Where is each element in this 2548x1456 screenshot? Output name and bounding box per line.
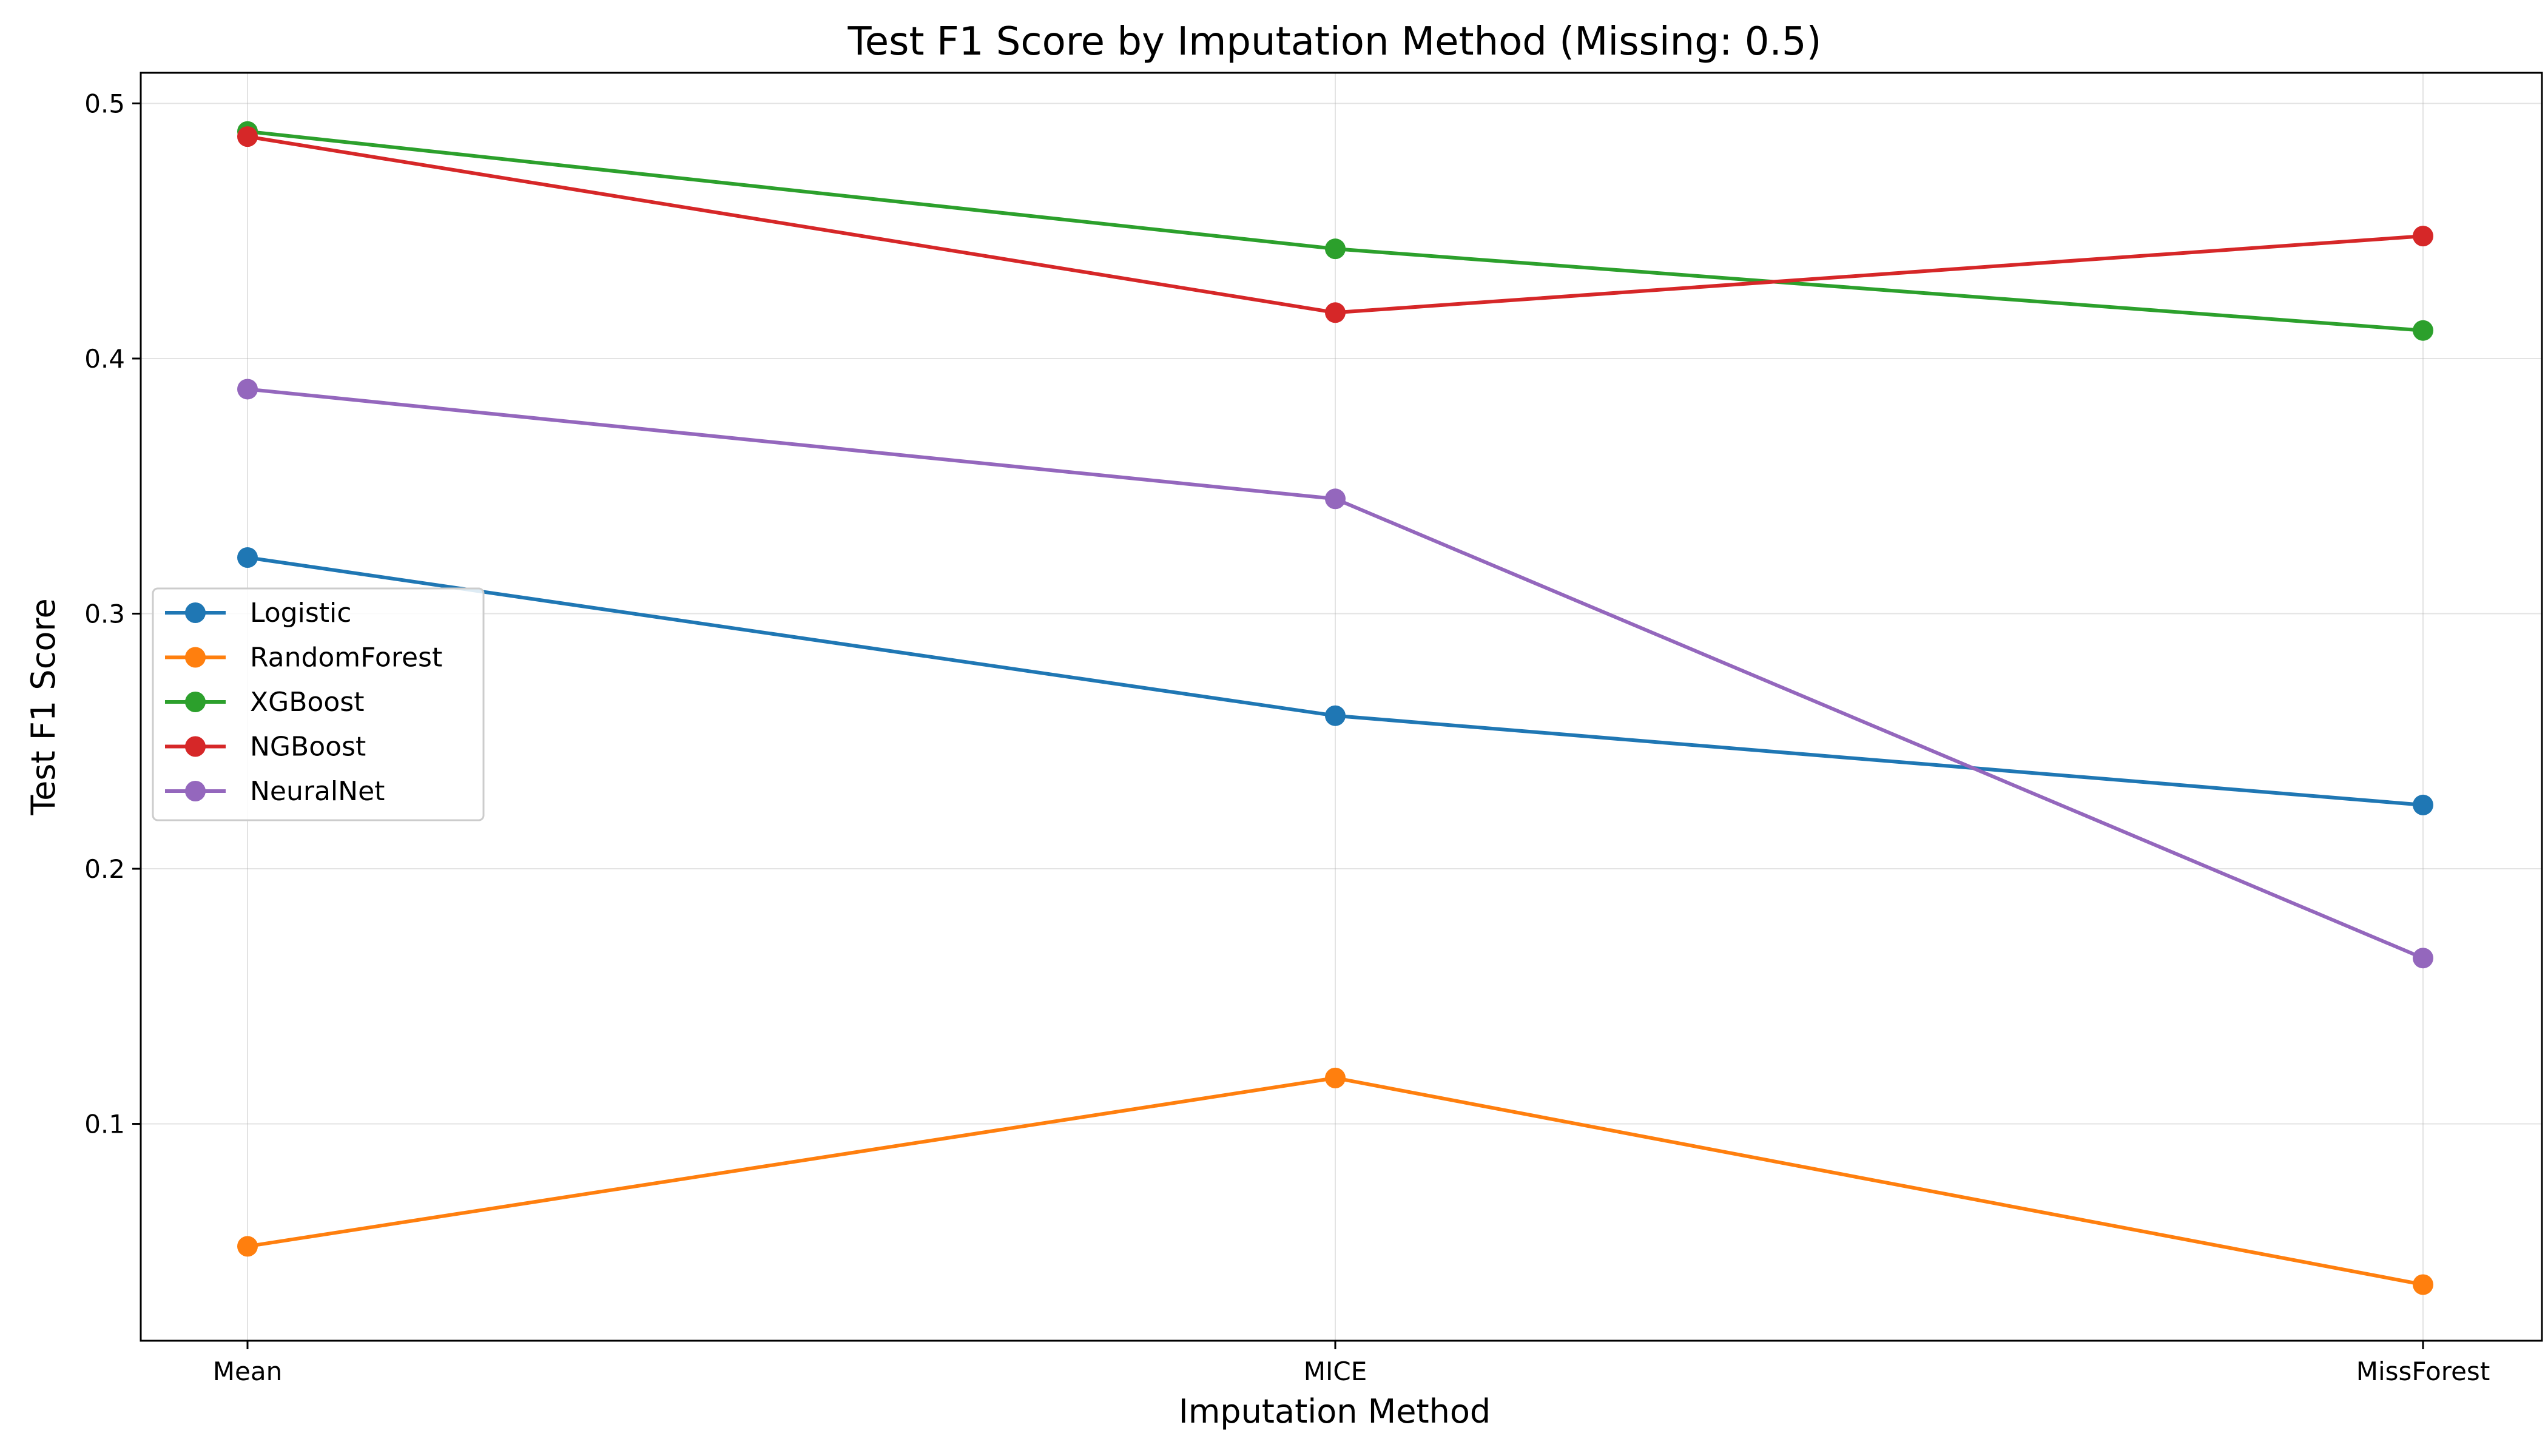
data-point — [1325, 488, 1346, 510]
data-point — [237, 547, 258, 568]
y-tick-label: 0.5 — [84, 89, 125, 118]
legend-label: Logistic — [250, 598, 351, 629]
legend: Logistic RandomForest XGBoost NGBoost Neural… — [152, 587, 485, 821]
legend-entry-xgboost: XGBoost — [165, 687, 364, 718]
legend-entry-randomforest: RandomForest — [165, 642, 442, 673]
legend-marker — [185, 781, 206, 801]
data-point — [2413, 226, 2433, 247]
data-point — [2413, 948, 2433, 969]
legend-entry-logistic: Logistic — [165, 598, 351, 629]
y-tick-label: 0.4 — [84, 344, 125, 374]
series-ngboost — [237, 126, 2433, 323]
y-tick-label: 0.1 — [84, 1110, 125, 1139]
legend-entry-neuralnet: NeuralNet — [165, 776, 385, 807]
legend-entry-ngboost: NGBoost — [165, 732, 366, 763]
data-point — [237, 379, 258, 400]
y-axis-ticks: 0.1 0.2 0.3 0.4 0.5 — [84, 89, 141, 1139]
y-axis-label: Test F1 Score — [24, 598, 62, 815]
data-point — [2413, 320, 2433, 341]
data-point — [1325, 238, 1346, 260]
series-lines — [237, 121, 2433, 1295]
data-point — [2413, 1274, 2433, 1295]
data-point — [1325, 705, 1346, 726]
series-logistic — [237, 547, 2433, 815]
x-tick-label: Mean — [213, 1357, 282, 1386]
series-neuralnet — [237, 379, 2433, 969]
legend-label: XGBoost — [250, 687, 364, 718]
legend-label: NGBoost — [250, 732, 366, 763]
y-tick-label: 0.3 — [84, 599, 125, 629]
legend-marker — [185, 736, 206, 757]
x-tick-label: MICE — [1304, 1357, 1367, 1386]
data-point — [1325, 302, 1346, 323]
data-point — [2413, 794, 2433, 815]
series-randomforest — [237, 1067, 2433, 1295]
legend-marker — [185, 692, 206, 712]
data-point — [237, 126, 258, 147]
data-point — [237, 1236, 258, 1257]
x-axis-label: Imputation Method — [1179, 1392, 1491, 1431]
plot-frame — [140, 72, 2543, 1342]
legend-label: NeuralNet — [250, 776, 385, 807]
legend-box — [152, 587, 485, 821]
y-tick-label: 0.2 — [84, 854, 125, 884]
data-point — [1325, 1067, 1346, 1088]
chart-title: Test F1 Score by Imputation Method (Miss… — [848, 19, 1822, 64]
legend-label: RandomForest — [250, 642, 442, 673]
legend-marker — [185, 647, 206, 668]
x-tick-label: MissForest — [2356, 1357, 2490, 1386]
legend-marker — [185, 602, 206, 623]
grid-lines — [141, 73, 2542, 1341]
x-axis-ticks: Mean MICE MissForest — [213, 1341, 2490, 1386]
